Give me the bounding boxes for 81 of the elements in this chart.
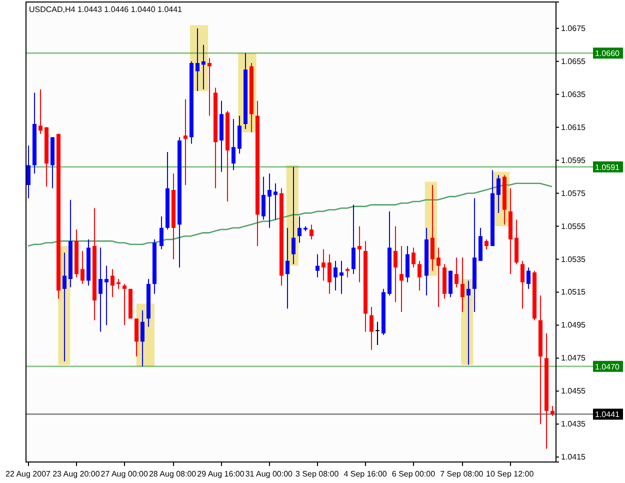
y-tick-label: 1.0495	[561, 320, 586, 330]
candlestick	[26, 144, 30, 199]
candlestick	[328, 254, 332, 294]
candlestick	[496, 174, 500, 214]
candlestick	[400, 246, 404, 312]
candlestick	[274, 182, 278, 220]
x-tick-label: 29 Aug 16:00	[197, 470, 245, 479]
candlestick	[202, 44, 206, 90]
candlestick	[262, 176, 266, 220]
candlestick	[334, 260, 338, 292]
candlestick	[346, 266, 350, 278]
candlestick	[110, 268, 114, 298]
y-tick-label: 1.0455	[561, 386, 586, 396]
candlestick	[184, 98, 188, 186]
candlestick	[358, 226, 362, 283]
y-tick-label: 1.0515	[561, 288, 586, 297]
x-tick-label: 4 Sep 16:00	[344, 470, 388, 479]
y-tick-label: 1.0555	[561, 222, 586, 231]
candlestick	[238, 115, 242, 154]
y-tick-label: 1.0655	[561, 56, 586, 66]
candlestick	[298, 216, 302, 244]
candlestick	[116, 278, 120, 290]
x-tick-label: 3 Sep 08:00	[296, 470, 340, 479]
candlestick	[292, 166, 296, 265]
candlestick	[316, 254, 320, 278]
candlestick	[232, 118, 236, 171]
candlestick	[340, 260, 344, 294]
candlestick	[430, 184, 434, 272]
candlestick	[310, 224, 314, 240]
ref-line-label: 1.0591	[595, 162, 620, 172]
ref-line-label: 1.0441	[595, 410, 620, 420]
candlestick	[418, 260, 422, 292]
candlestick	[370, 306, 374, 350]
x-tick-label: 23 Aug 20:00	[52, 470, 100, 479]
candlestick	[62, 252, 66, 362]
candlestick	[412, 247, 416, 268]
candlestick	[520, 260, 524, 310]
y-tick-label: 1.0595	[561, 156, 586, 165]
candlestick	[196, 28, 200, 92]
candlestick	[286, 227, 290, 310]
candlestick	[460, 257, 464, 312]
x-tick-label: 7 Sep 08:00	[440, 470, 484, 479]
candlestick	[140, 310, 144, 367]
y-tick-label: 1.0535	[561, 254, 586, 264]
x-tick-label: 27 Aug 00:00	[100, 470, 148, 479]
y-tick-label: 1.0635	[561, 90, 586, 99]
y-tick-label: 1.0415	[561, 452, 586, 462]
y-tick-label: 1.0435	[561, 420, 586, 429]
chart-title: USDCAD,H4 1.0443 1.0446 1.0440 1.0441	[29, 5, 183, 14]
y-tick-label: 1.0475	[561, 354, 586, 363]
x-tick-label: 28 Aug 08:00	[148, 470, 197, 479]
candlestick	[352, 204, 356, 275]
candlestick	[208, 58, 212, 116]
candlestick	[466, 280, 470, 366]
candlestick	[448, 270, 452, 298]
y-tick-label: 1.0575	[561, 188, 586, 198]
candlestick	[436, 247, 440, 308]
y-tick-label: 1.0675	[561, 24, 586, 33]
candlestick	[526, 266, 530, 290]
candlestick	[406, 246, 410, 283]
candlestick	[38, 88, 42, 134]
ref-line-label: 1.0660	[595, 49, 620, 58]
candlestick	[80, 250, 84, 284]
x-tick-label: 6 Sep 00:00	[392, 470, 436, 479]
candlestick	[134, 318, 138, 357]
candlestick	[104, 265, 108, 326]
candlestick	[484, 238, 488, 250]
ref-line-label: 1.0470	[595, 362, 620, 372]
y-tick-label: 1.0615	[561, 122, 586, 132]
candlestick	[322, 248, 326, 282]
candlestick	[376, 321, 380, 346]
candlestick	[394, 226, 398, 303]
candlestick	[268, 172, 272, 228]
candlestick	[122, 283, 126, 326]
candlestick	[98, 247, 102, 332]
candlestick	[160, 216, 164, 250]
x-tick-label: 31 Aug 00:00	[245, 470, 294, 479]
x-tick-label: 10 Sep 12:00	[486, 470, 534, 479]
candlestick	[550, 405, 554, 416]
x-tick-label: 22 Aug 2007	[6, 470, 52, 479]
candlestick	[454, 257, 458, 288]
